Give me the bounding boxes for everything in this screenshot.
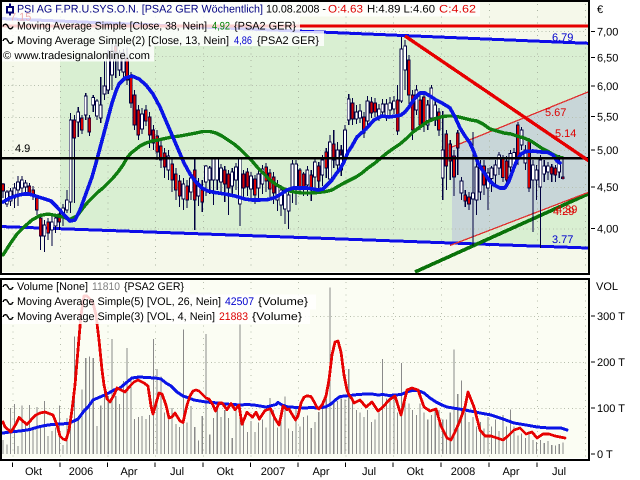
svg-text:4,00: 4,00 (597, 224, 618, 236)
svg-text:2008: 2008 (451, 466, 475, 478)
svg-text:Okt: Okt (406, 466, 423, 478)
svg-text:Jul: Jul (362, 466, 376, 478)
svg-text:6,50: 6,50 (597, 53, 618, 65)
svg-text:Moving Average Simple(3) [VOL,: Moving Average Simple(3) [VOL, 4, Nein] (17, 311, 215, 323)
svg-text:€: € (597, 4, 603, 16)
svg-text:Moving Average Simple [Close,: Moving Average Simple [Close, 38, Nein] (17, 21, 207, 33)
svg-text:7,00: 7,00 (597, 27, 618, 39)
svg-text:Moving Average Simple(5) [VOL,: Moving Average Simple(5) [VOL, 26, Nein] (17, 296, 221, 308)
svg-text:Okt: Okt (216, 466, 233, 478)
svg-text:Apr: Apr (120, 466, 137, 478)
svg-text:H:4.89 L:4.60: H:4.89 L:4.60 (367, 4, 435, 16)
svg-text:4.39: 4.39 (556, 204, 577, 216)
svg-text:6.79: 6.79 (552, 32, 573, 44)
svg-text:Volume [None]: Volume [None] (17, 281, 88, 293)
svg-text:© www.tradesignalonline.com: © www.tradesignalonline.com (3, 50, 150, 62)
svg-text:5.67: 5.67 (545, 107, 566, 119)
svg-text:Jul: Jul (170, 466, 184, 478)
svg-text:{PSA2 GER}: {PSA2 GER} (124, 281, 184, 293)
svg-text:{Volume}: {Volume} (252, 311, 302, 323)
svg-text:PSI AG F.PR.U.SYS.O.N. [PSA2 G: PSI AG F.PR.U.SYS.O.N. [PSA2 GER Wöchent… (17, 4, 263, 16)
svg-text:10.08.2008 -: 10.08.2008 - (266, 4, 326, 16)
svg-text:200 T: 200 T (597, 357, 625, 369)
svg-text:4.9: 4.9 (15, 143, 30, 155)
svg-text:2007: 2007 (261, 466, 285, 478)
svg-text:100 T: 100 T (597, 403, 625, 415)
svg-text:21883: 21883 (219, 311, 248, 323)
svg-text:O:4.63: O:4.63 (328, 4, 363, 16)
svg-text:VOL: VOL (596, 281, 618, 293)
svg-text:4,50: 4,50 (597, 182, 618, 194)
svg-text:Apr: Apr (312, 466, 329, 478)
svg-text:Moving Average Simple(2) [Clos: Moving Average Simple(2) [Close, 13, Nei… (17, 35, 229, 47)
svg-text:5,50: 5,50 (597, 111, 618, 123)
svg-text:Okt: Okt (25, 466, 42, 478)
svg-text:5,00: 5,00 (597, 145, 618, 157)
svg-text:C:4.62: C:4.62 (439, 4, 476, 16)
svg-text:{PSA2 GER}: {PSA2 GER} (257, 35, 319, 47)
svg-text:42507: 42507 (225, 296, 254, 308)
svg-text:6,00: 6,00 (597, 81, 618, 93)
svg-text:{Volume}: {Volume} (258, 296, 308, 308)
svg-text:4.29: 4.29 (553, 206, 574, 218)
svg-text:7.15: 7.15 (10, 12, 31, 24)
svg-text:2006: 2006 (69, 466, 93, 478)
svg-text:4,86: 4,86 (234, 35, 252, 47)
svg-text:11810: 11810 (92, 281, 120, 293)
svg-text:300 T: 300 T (597, 311, 625, 323)
svg-text:3.77: 3.77 (552, 234, 573, 246)
svg-text:5.14: 5.14 (555, 128, 576, 140)
svg-text:{PSA2 GER}: {PSA2 GER} (234, 21, 296, 33)
svg-text:Apr: Apr (502, 466, 519, 478)
svg-text:Jul: Jul (552, 466, 566, 478)
svg-text:0 T: 0 T (597, 449, 613, 461)
svg-text:4,92: 4,92 (212, 21, 230, 33)
